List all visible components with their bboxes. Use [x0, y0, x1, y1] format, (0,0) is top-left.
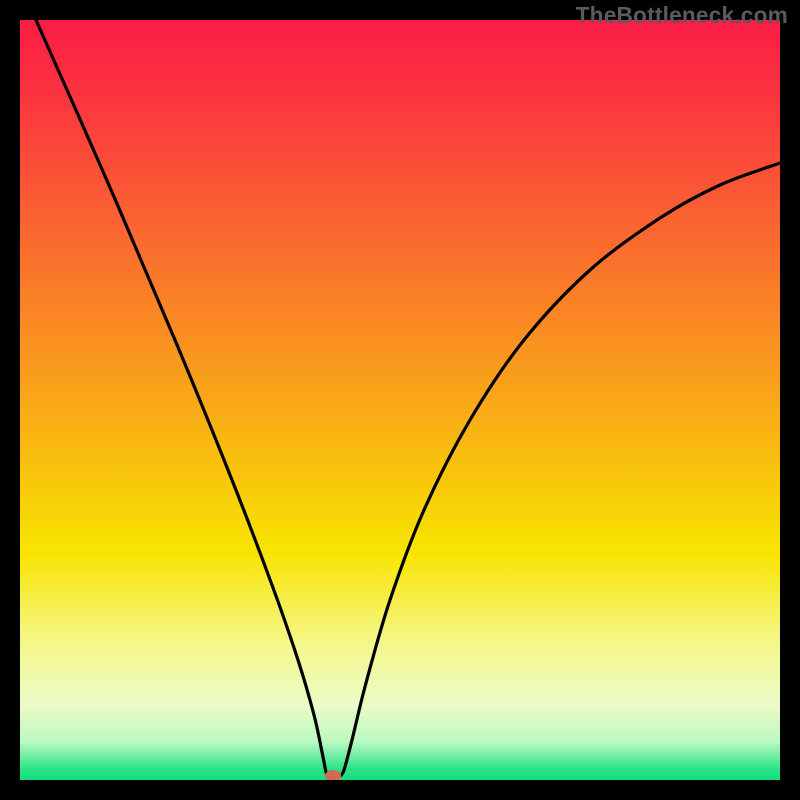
minimum-marker [325, 770, 341, 782]
watermark-text: TheBottleneck.com [576, 2, 788, 29]
bottleneck-chart: TheBottleneck.com [0, 0, 800, 800]
gradient-background [0, 0, 800, 800]
